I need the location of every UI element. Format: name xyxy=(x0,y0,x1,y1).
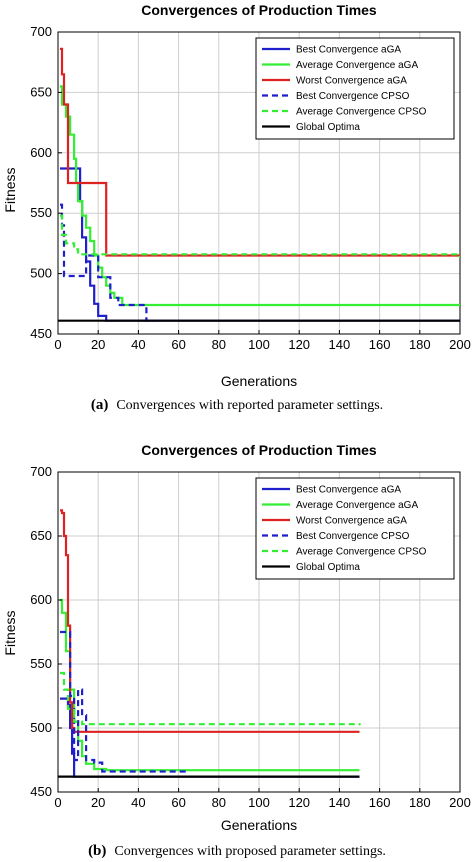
chart-b-title: Convergences of Production Times xyxy=(141,442,377,458)
y-tick-label: 450 xyxy=(30,326,52,341)
legend-label-best-convergence-cpso: Best Convergence CPSO xyxy=(296,531,410,542)
x-tick-label: 80 xyxy=(212,337,226,352)
y-tick-label: 600 xyxy=(30,592,52,607)
x-tick-label: 60 xyxy=(171,795,185,810)
chart-a: Convergences of Production Times 0 20 40 60… xyxy=(2,2,471,389)
x-tick-label: 120 xyxy=(288,337,310,352)
y-tick-label: 700 xyxy=(30,24,52,39)
y-tick-label: 450 xyxy=(30,784,52,799)
legend-label-best-convergence-cpso: Best Convergence CPSO xyxy=(296,91,410,102)
legend-label-global-optima: Global Optima xyxy=(296,562,360,573)
legend-label-best-convergence-aga: Best Convergence aGA xyxy=(296,485,401,496)
y-tick-label: 600 xyxy=(30,145,52,160)
chart-b-x-axis-label: Generations xyxy=(221,817,297,833)
y-tick-label: 500 xyxy=(30,266,52,281)
series-line-best-convergence-aga xyxy=(60,697,360,778)
legend-label-global-optima: Global Optima xyxy=(296,122,360,133)
series-line-best-convergence-aga xyxy=(60,167,460,322)
caption-b-label: (b) xyxy=(88,843,106,859)
x-tick-label: 0 xyxy=(54,795,61,810)
chart-b-series-group xyxy=(58,509,361,778)
legend-label-average-convergence-cpso: Average Convergence CPSO xyxy=(296,107,427,118)
x-tick-label: 0 xyxy=(54,337,61,352)
x-tick-label: 20 xyxy=(91,795,105,810)
x-tick-label: 40 xyxy=(131,795,145,810)
chart-a-series-group xyxy=(58,47,460,322)
series-line-best-convergence-cpso xyxy=(60,203,155,322)
x-tick-label: 180 xyxy=(409,337,431,352)
x-tick-label: 80 xyxy=(212,795,226,810)
chart-a-x-axis-label: Generations xyxy=(221,373,297,389)
caption-a: (a) Convergences with reported parameter… xyxy=(91,396,383,413)
x-tick-label: 60 xyxy=(171,337,185,352)
y-tick-label: 650 xyxy=(30,528,52,543)
legend-label-best-convergence-aga: Best Convergence aGA xyxy=(296,45,401,56)
legend-label-average-convergence-cpso: Average Convergence CPSO xyxy=(296,547,427,558)
caption-b: (b) Convergences with proposed parameter… xyxy=(88,842,386,859)
chart-b-ticks: 0 20 40 60 80 100 120 140 160 180 200 450 500 550 600 6… xyxy=(30,464,471,810)
series-line-average-convergence-cpso xyxy=(60,214,460,258)
legend-label-worst-convergence-aga: Worst Convergence aGA xyxy=(296,516,407,527)
legend-label-average-convergence-aga: Average Convergence aGA xyxy=(296,500,418,511)
caption-a-text: Convergences with reported parameter set… xyxy=(116,398,383,413)
series-line-best-convergence-cpso xyxy=(60,630,189,773)
legend-label-worst-convergence-aga: Worst Convergence aGA xyxy=(296,76,407,87)
x-tick-label: 100 xyxy=(248,337,270,352)
series-line-average-convergence-cpso xyxy=(60,671,361,726)
x-tick-label: 40 xyxy=(131,337,145,352)
y-tick-label: 550 xyxy=(30,656,52,671)
chart-b-y-axis-label: Fitness xyxy=(2,610,18,655)
caption-b-text: Convergences with proposed parameter set… xyxy=(114,844,386,859)
caption-a-label: (a) xyxy=(91,397,109,413)
legend-label-average-convergence-aga: Average Convergence aGA xyxy=(296,60,418,71)
x-tick-label: 140 xyxy=(329,337,351,352)
x-tick-label: 140 xyxy=(329,795,351,810)
y-tick-label: 650 xyxy=(30,84,52,99)
chart-b-legend: Best Convergence aGA Average Convergence … xyxy=(255,477,455,580)
series-line-worst-convergence-aga xyxy=(60,47,460,257)
x-tick-label: 200 xyxy=(449,795,471,810)
x-tick-label: 200 xyxy=(449,337,471,352)
series-line-average-convergence-aga xyxy=(60,598,360,772)
chart-a-title: Convergences of Production Times xyxy=(141,2,377,18)
x-tick-label: 160 xyxy=(369,337,391,352)
x-tick-label: 100 xyxy=(248,795,270,810)
y-tick-label: 500 xyxy=(30,720,52,735)
legend-box xyxy=(255,477,455,580)
legend-box xyxy=(255,37,455,140)
y-tick-label: 700 xyxy=(30,464,52,479)
chart-a-ticks: 0 20 40 60 80 100 120 140 160 180 200 450 500 550 600 6… xyxy=(30,24,471,352)
x-tick-label: 120 xyxy=(288,795,310,810)
chart-a-legend: Best Convergence aGA Average Convergence … xyxy=(255,37,455,140)
chart-b: Convergences of Production Times 0 20 40 60… xyxy=(2,442,471,833)
y-tick-label: 550 xyxy=(30,205,52,220)
x-tick-label: 160 xyxy=(369,795,391,810)
chart-a-y-axis-label: Fitness xyxy=(2,167,18,212)
x-tick-label: 180 xyxy=(409,795,431,810)
x-tick-label: 20 xyxy=(91,337,105,352)
